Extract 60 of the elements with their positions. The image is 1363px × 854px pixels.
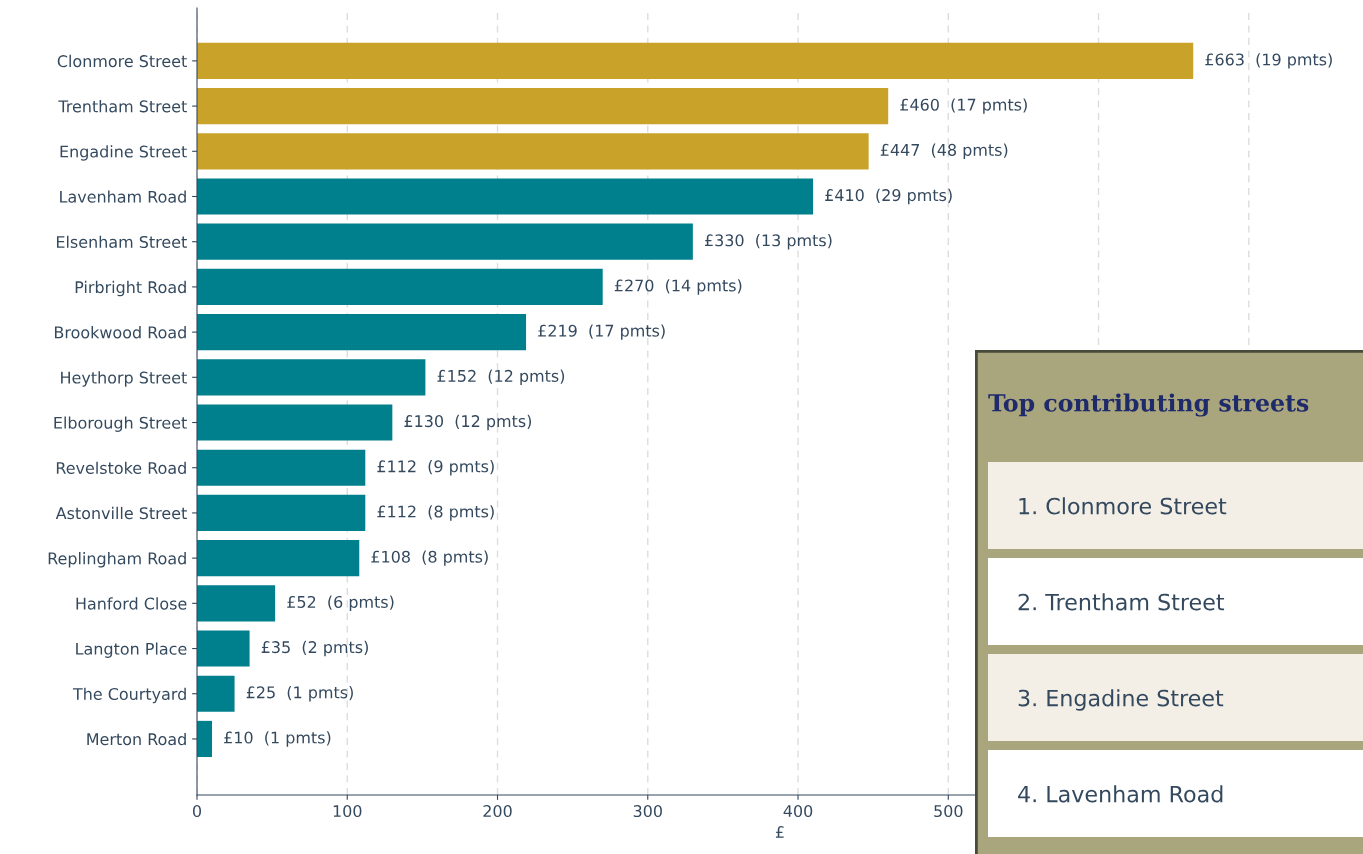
y-tick-label: Replingham Road <box>48 552 186 568</box>
y-tick-label: Langton Place <box>76 642 187 658</box>
bar <box>197 268 603 305</box>
bar <box>197 178 814 215</box>
data-label: £35 (2 pmts) <box>261 640 368 657</box>
data-label: £270 (14 pmts) <box>614 279 742 295</box>
bar <box>197 720 213 758</box>
y-tick-label: Hanford Close <box>76 597 187 610</box>
bar <box>197 630 250 667</box>
y-tick-label: Elsenham Street <box>56 235 187 248</box>
bar <box>197 404 393 441</box>
annotation: 2. Trentham Street <box>1018 593 1225 611</box>
bar <box>197 359 426 396</box>
bar <box>197 314 527 351</box>
data-label: £52 (6 pmts) <box>287 595 394 612</box>
data-label: £219 (17 pmts) <box>538 324 665 340</box>
bar <box>197 494 366 532</box>
data-label: £447 (48 pmts) <box>880 143 1008 160</box>
y-tick-label: Elborough Street <box>54 416 187 432</box>
y-tick-label: Revelstoke Road <box>56 461 186 475</box>
y-tick-label: Lavenham Road <box>60 190 186 203</box>
bar <box>197 133 869 170</box>
bar <box>197 88 889 125</box>
y-tick-label: Pirbright Road <box>75 280 186 297</box>
text: Top contributing streets <box>988 393 1309 417</box>
data-label: £152 (12 pmts) <box>437 369 565 386</box>
bar <box>197 585 276 622</box>
y-tick-label: Engadine Street <box>60 145 187 161</box>
data-label: £10 (1 pmts) <box>224 731 331 747</box>
x-axis-title: £ <box>775 826 784 838</box>
y-tick-label: Astonville Street <box>55 506 187 520</box>
data-label: £663 (19 pmts) <box>1205 53 1332 69</box>
y-tick-label: Brookwood Road <box>54 326 186 339</box>
annotation: 1. Clonmore Street <box>1019 497 1227 515</box>
y-tick-label: The Courtyard <box>72 687 186 704</box>
y-tick-label: Heythorp Street <box>61 371 187 387</box>
data-label: £112 (8 pmts) <box>377 505 494 521</box>
bar <box>197 449 366 486</box>
bar <box>197 675 235 712</box>
x-tick-label: 300 <box>633 805 662 818</box>
data-label: £330 (13 pmts) <box>704 233 832 250</box>
bar <box>197 42 1194 79</box>
x-tick-label: 400 <box>783 805 813 818</box>
bar <box>197 223 693 260</box>
y-tick-label: Clonmore Street <box>57 54 187 68</box>
x-tick-label: 200 <box>483 805 512 818</box>
y-tick-label: Merton Road <box>87 732 186 746</box>
data-label: £410 (29 pmts) <box>825 188 952 205</box>
data-label: £112 (9 pmts) <box>377 460 494 476</box>
annotation: 4. Lavenham Road <box>1018 785 1223 803</box>
annotation: 3. Engadine Street <box>1018 689 1224 711</box>
data-label: £25 (1 pmts) <box>246 686 353 702</box>
x-tick-label: 0 <box>192 805 202 818</box>
x-tick-label: 500 <box>934 805 963 818</box>
x-tick-label: 100 <box>333 805 362 818</box>
data-label: £108 (8 pmts) <box>371 550 488 566</box>
bar <box>197 540 360 577</box>
data-label: £460 (17 pmts) <box>900 98 1027 114</box>
y-tick-label: Trentham Street <box>58 100 187 113</box>
data-label: £130 (12 pmts) <box>404 414 532 431</box>
